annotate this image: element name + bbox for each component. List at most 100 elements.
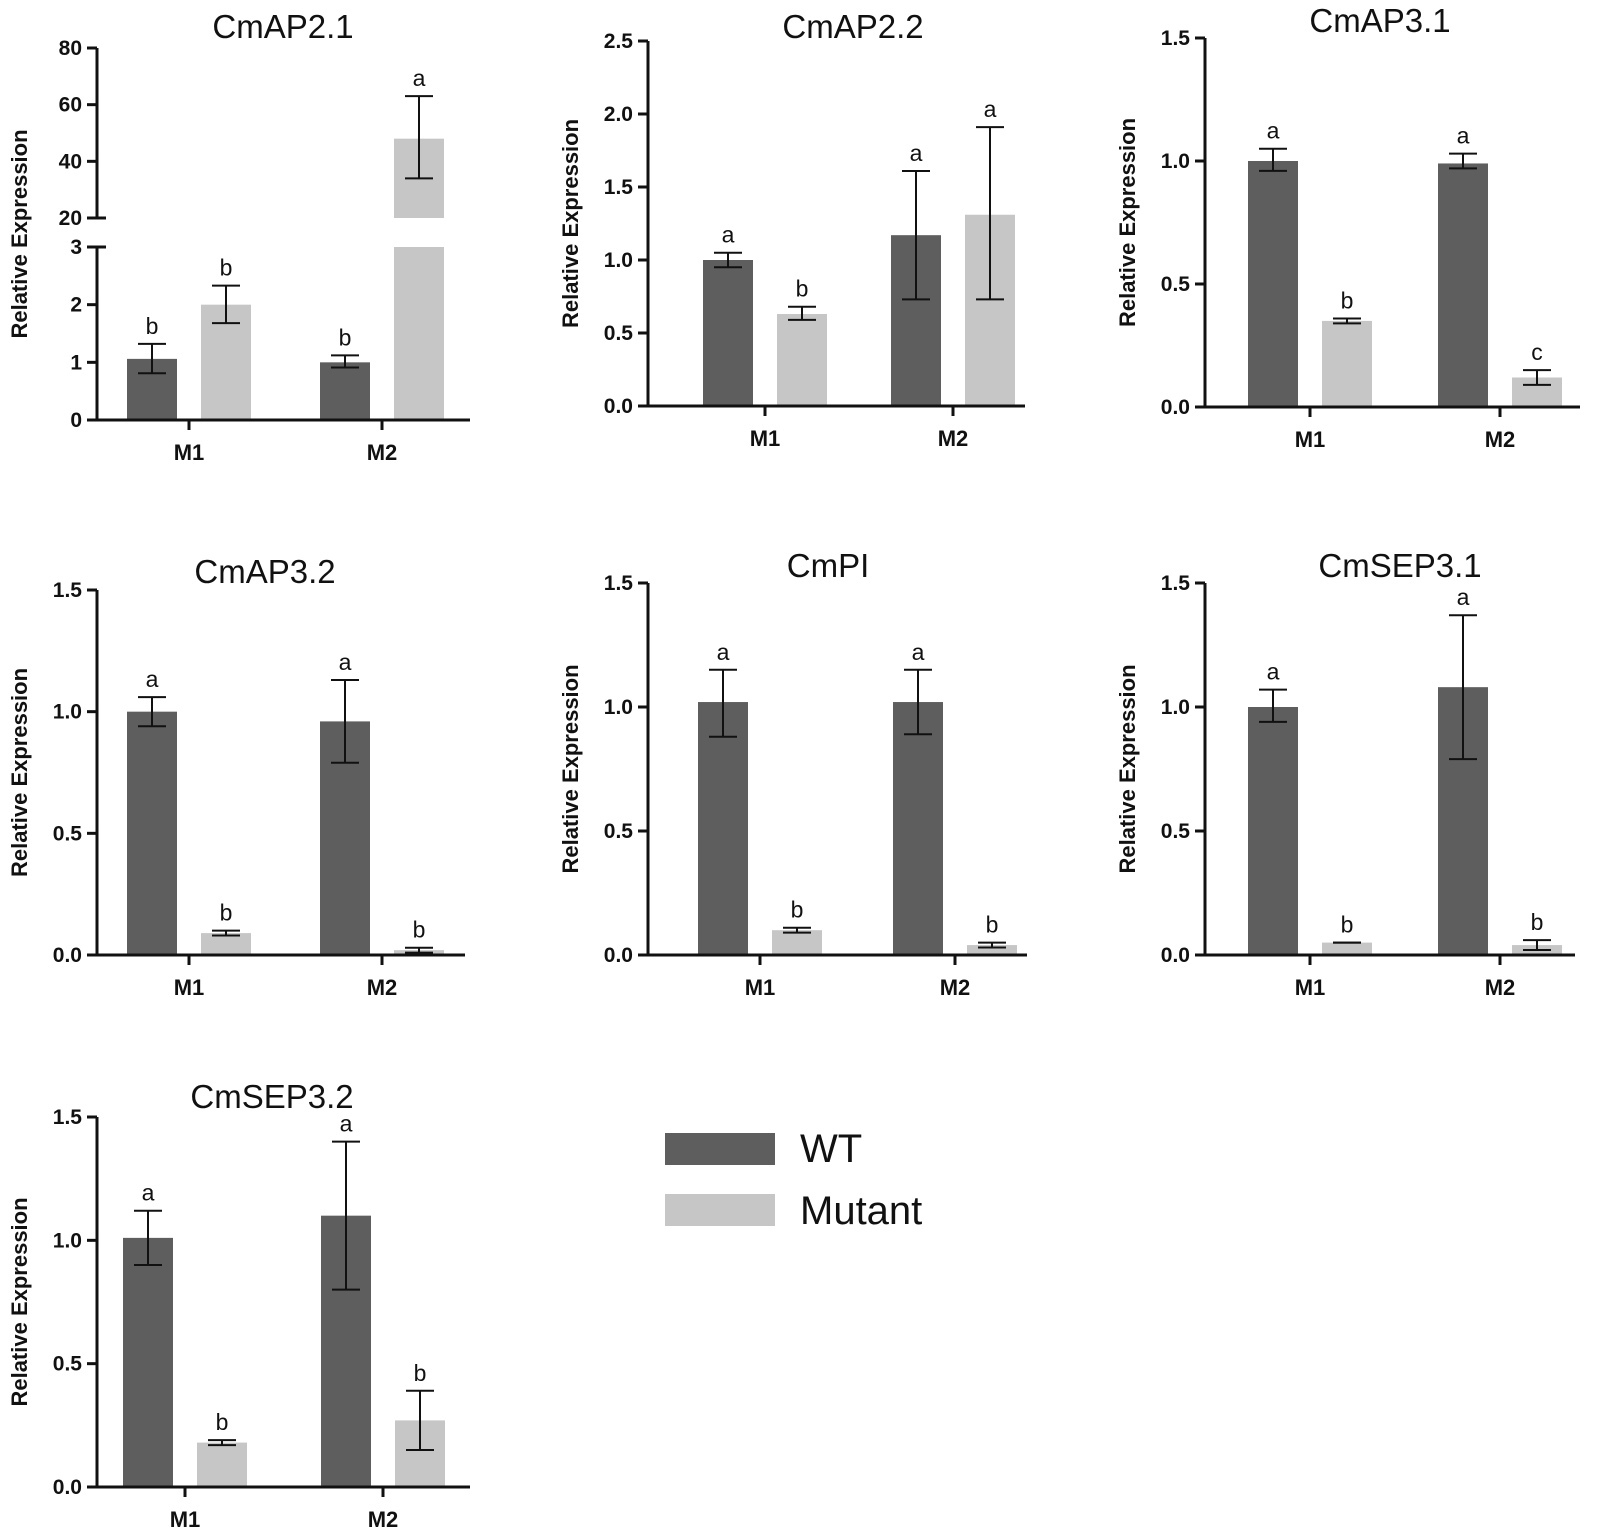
y-tick-label: 0.5 — [1161, 820, 1191, 843]
significance-label: b — [414, 1360, 427, 1386]
y-axis-label: Relative Expression — [1115, 118, 1140, 327]
y-tick-label: 1.5 — [53, 579, 83, 602]
bar-mutant-m1 — [777, 314, 827, 405]
significance-label: a — [340, 1111, 353, 1137]
y-tick-label: 0.0 — [53, 1476, 82, 1499]
significance-label: b — [796, 276, 809, 302]
bar-wt-m1 — [703, 260, 753, 405]
y-tick-label: 3 — [70, 236, 82, 259]
y-tick-label: 40 — [59, 150, 82, 173]
significance-label: a — [910, 140, 923, 166]
x-tick-label-m1: M1 — [745, 975, 776, 1000]
significance-label: a — [146, 666, 159, 692]
chart-panel-3: CmAP3.1 0.0 0.5 1.0 1.5 Relative Expression M1… — [1115, 2, 1580, 452]
y-tick-label: 0 — [70, 409, 82, 432]
x-tick-label-m1: M1 — [1295, 975, 1326, 1000]
significance-label: b — [413, 917, 426, 943]
y-tick-label: 0.0 — [1161, 396, 1190, 419]
y-axis-label: Relative Expression — [558, 664, 583, 873]
y-axis-label: Relative Expression — [1115, 664, 1140, 873]
significance-label: b — [986, 912, 999, 938]
chart-panel-2: CmAP2.2 0.0 0.5 1.0 1.5 2.0 2.5 Relative Expres… — [558, 8, 1025, 451]
y-tick-label: 1.5 — [604, 572, 634, 595]
y-tick-label: 2 — [70, 294, 82, 317]
y-tick-label: 1.5 — [53, 1106, 83, 1129]
y-axis-label: Relative Expression — [7, 1197, 32, 1406]
bar-wt-m2 — [893, 702, 943, 954]
legend-label-mutant: Mutant — [800, 1189, 922, 1233]
y-axis-label: Relative Expression — [7, 129, 32, 338]
chart-title: CmAP2.1 — [212, 8, 353, 45]
chart-panel-7: CmSEP3.2 0.0 0.5 1.0 1.5 Relative Expression M… — [7, 1078, 470, 1532]
y-tick-label: 20 — [59, 207, 82, 230]
chart-title: CmAP2.2 — [782, 8, 923, 45]
bar-wt-m2 — [320, 362, 370, 419]
significance-label: b — [791, 897, 804, 923]
chart-title: CmSEP3.1 — [1318, 547, 1481, 584]
significance-label: a — [1457, 123, 1470, 149]
legend-label-wt: WT — [800, 1127, 862, 1171]
y-axis-label: Relative Expression — [558, 119, 583, 328]
bar-wt-m1 — [698, 702, 748, 954]
bar-mutant-m2 — [967, 945, 1017, 954]
significance-label: a — [722, 222, 735, 248]
y-tick-label: 80 — [59, 37, 82, 60]
x-tick-label-m2: M2 — [367, 975, 398, 1000]
y-tick-label: 1.0 — [604, 249, 633, 272]
y-tick-label: 1.0 — [53, 1229, 82, 1252]
y-axis-label: Relative Expression — [7, 668, 32, 877]
chart-title: CmAP3.1 — [1309, 2, 1450, 39]
x-tick-label-m2: M2 — [1485, 975, 1516, 1000]
y-tick-label: 1 — [70, 351, 82, 374]
significance-label: b — [220, 255, 233, 281]
bar-mutant-m1 — [772, 930, 822, 954]
bar-mutant-m2-lower — [394, 247, 444, 419]
chart-panel-5: CmPI 0.0 0.5 1.0 1.5 Relative Expression M1 M2 a… — [558, 547, 1027, 1000]
x-tick-label-m2: M2 — [367, 440, 398, 465]
y-tick-label: 0.5 — [604, 322, 634, 345]
x-tick-label-m1: M1 — [174, 440, 205, 465]
significance-label: a — [413, 65, 426, 91]
y-tick-label: 1.0 — [1161, 696, 1190, 719]
significance-label: b — [1341, 287, 1354, 313]
y-tick-label: 1.5 — [1161, 572, 1191, 595]
significance-label: a — [1267, 118, 1280, 144]
y-tick-label: 0.5 — [53, 822, 83, 845]
significance-label: b — [146, 313, 159, 339]
x-tick-label-m2: M2 — [368, 1507, 399, 1532]
y-tick-label: 60 — [59, 94, 82, 117]
legend-swatch-mutant — [665, 1194, 775, 1226]
chart-panel-1: CmAP2.1 0 1 2 3 20 40 60 80 Relative Expression M1… — [7, 8, 470, 465]
y-tick-label: 0.0 — [604, 944, 633, 967]
significance-label: b — [339, 324, 352, 350]
bar-wt-m1 — [1248, 161, 1298, 406]
x-tick-label-m1: M1 — [750, 426, 781, 451]
y-tick-label: 0.5 — [1161, 273, 1191, 296]
bar-mutant-m1 — [201, 933, 251, 954]
significance-label: a — [912, 639, 925, 665]
x-tick-label-m2: M2 — [938, 426, 969, 451]
bar-wt-m1 — [127, 711, 177, 954]
y-tick-label: 0.0 — [1161, 944, 1190, 967]
bar-mutant-m1 — [1322, 942, 1372, 954]
y-tick-label: 1.5 — [604, 176, 634, 199]
significance-label: c — [1531, 339, 1543, 365]
chart-panel-6: CmSEP3.1 0.0 0.5 1.0 1.5 Relative Expression M… — [1115, 547, 1575, 1000]
x-tick-label-m2: M2 — [1485, 427, 1516, 452]
y-tick-label: 0.0 — [53, 944, 82, 967]
significance-label: b — [216, 1409, 229, 1435]
x-tick-label-m1: M1 — [170, 1507, 201, 1532]
x-tick-label-m2: M2 — [940, 975, 971, 1000]
y-tick-label: 2.5 — [604, 30, 634, 53]
significance-label: a — [142, 1180, 155, 1206]
y-tick-label: 1.0 — [53, 701, 82, 724]
y-tick-label: 0.5 — [53, 1353, 83, 1376]
significance-label: a — [1457, 584, 1470, 610]
significance-label: a — [717, 639, 730, 665]
y-tick-label: 2.0 — [604, 103, 633, 126]
y-tick-label: 1.0 — [1161, 150, 1190, 173]
chart-title: CmAP3.2 — [194, 553, 335, 590]
significance-label: a — [339, 649, 352, 675]
significance-label: b — [1341, 912, 1354, 938]
